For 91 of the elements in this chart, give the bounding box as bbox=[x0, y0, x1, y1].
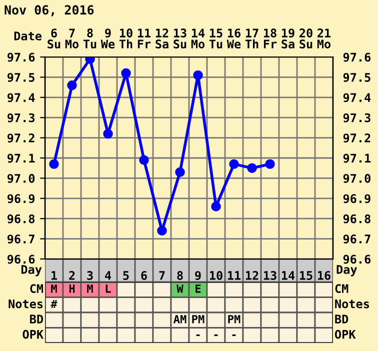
y-tick-label: 97.2 bbox=[7, 134, 34, 143]
y-tick-label: 97.5 bbox=[7, 73, 34, 82]
category-label: CM bbox=[335, 284, 348, 294]
category-label: BD bbox=[30, 314, 44, 324]
text: Day bbox=[336, 265, 357, 276]
text: - bbox=[214, 334, 218, 336]
text: - bbox=[196, 334, 200, 336]
y-tick-label: 96.8 bbox=[7, 214, 35, 224]
text: E bbox=[196, 284, 201, 293]
text: M bbox=[51, 284, 57, 293]
x-axis-title: Date bbox=[14, 32, 42, 40]
point bbox=[193, 70, 203, 80]
x2-tick-label: 6 bbox=[141, 271, 147, 280]
y-tick-label: 97.0 bbox=[7, 174, 35, 183]
x-tick-label: 11 Fr bbox=[138, 28, 151, 48]
category-label: BD bbox=[335, 314, 348, 324]
text: # bbox=[50, 300, 58, 308]
chart-title: Nov 06, 2016 bbox=[4, 5, 94, 16]
y2-tick-label: 97.2 bbox=[343, 134, 370, 143]
x-tick-label: 12 Sa bbox=[156, 28, 168, 48]
y-tick-label: 96.7 bbox=[7, 234, 34, 244]
x-tick-label: 14 Mo bbox=[191, 28, 205, 48]
point bbox=[49, 159, 59, 169]
y2-tick-label: 96.7 bbox=[343, 234, 370, 244]
y-tick-label: 97.4 bbox=[7, 93, 35, 102]
y2-tick-label: 97.6 bbox=[343, 52, 371, 62]
point bbox=[175, 167, 185, 177]
point bbox=[211, 202, 221, 212]
point bbox=[229, 159, 239, 169]
x-tick-label: 7 Mo bbox=[65, 28, 79, 48]
x2-tick-label: 11 bbox=[228, 271, 241, 280]
x-tick-label: 8 Tu bbox=[83, 28, 96, 48]
y2-tick-label: 96.9 bbox=[343, 194, 370, 204]
text: W bbox=[176, 284, 184, 293]
text: PM bbox=[228, 315, 240, 324]
x2-tick-label: 3 bbox=[87, 271, 93, 280]
category-label: Notes bbox=[8, 300, 43, 308]
y2-tick-label: 97.4 bbox=[343, 93, 371, 102]
text: L bbox=[106, 284, 111, 293]
x2-tick-label: 5 bbox=[123, 271, 129, 280]
text: M bbox=[87, 284, 93, 293]
x2-tick-label: 15 bbox=[300, 271, 312, 280]
category-label: CM bbox=[30, 284, 44, 294]
point bbox=[157, 226, 167, 236]
y-tick-label: 96.6 bbox=[7, 254, 35, 264]
x-tick-label: 15 Tu bbox=[209, 28, 222, 48]
text: AM bbox=[173, 315, 186, 324]
x2-tick-label: 10 bbox=[210, 271, 222, 280]
y2-tick-label: 97.0 bbox=[343, 174, 370, 183]
category-label: OPK bbox=[334, 330, 356, 339]
x-tick-label: 10 Th bbox=[119, 28, 132, 48]
y2-tick-label: 97.3 bbox=[343, 113, 370, 122]
y2-tick-label: 97.1 bbox=[343, 154, 371, 163]
x-tick-label: 18 Fr bbox=[264, 28, 277, 48]
point bbox=[265, 159, 275, 169]
x-tick-label: 21 Mo bbox=[317, 28, 331, 48]
x2-tick-label: 16 bbox=[318, 271, 330, 280]
point bbox=[103, 128, 113, 139]
text: H bbox=[69, 284, 75, 293]
y-tick-label: 97.1 bbox=[7, 154, 35, 163]
x-tick-label: 17 Th bbox=[245, 28, 258, 48]
y-tick-label: 97.6 bbox=[7, 52, 35, 62]
text: - bbox=[232, 334, 236, 336]
x-tick-label: 13 Su bbox=[174, 28, 186, 48]
point bbox=[67, 80, 77, 90]
x-tick-label: 19 Sa bbox=[282, 28, 294, 48]
category-label: OPK bbox=[22, 330, 44, 339]
y-tick-label: 97.3 bbox=[7, 113, 35, 122]
x2-tick-label: 13 bbox=[264, 271, 276, 280]
point bbox=[247, 163, 257, 173]
x2-tick-label: 1 bbox=[52, 271, 57, 280]
x-tick-label: 6 Su bbox=[48, 28, 60, 48]
point bbox=[121, 68, 131, 78]
x2-tick-label: 7 bbox=[159, 271, 165, 280]
x-tick-label: 9 We bbox=[100, 28, 115, 48]
x2-tick-label: 9 bbox=[195, 271, 201, 280]
x2-tick-label: 4 bbox=[105, 271, 112, 280]
x-tick-label: 20 Su bbox=[300, 28, 312, 48]
x2-tick-label: 2 bbox=[69, 271, 75, 280]
y2-tick-label: 97.5 bbox=[343, 73, 370, 82]
point bbox=[139, 155, 149, 165]
y2-tick-label: 96.6 bbox=[343, 254, 371, 264]
category-label: Notes bbox=[335, 300, 370, 308]
x-tick-label: 16 We bbox=[226, 28, 241, 48]
x2-tick-label: 14 bbox=[282, 271, 295, 280]
text: PM bbox=[192, 315, 204, 324]
x2-axis-title: Day bbox=[21, 265, 42, 276]
x2-tick-label: 12 bbox=[246, 271, 258, 280]
y2-tick-label: 96.8 bbox=[343, 214, 370, 224]
y-tick-label: 96.9 bbox=[7, 194, 35, 204]
x2-tick-label: 8 bbox=[177, 271, 183, 280]
